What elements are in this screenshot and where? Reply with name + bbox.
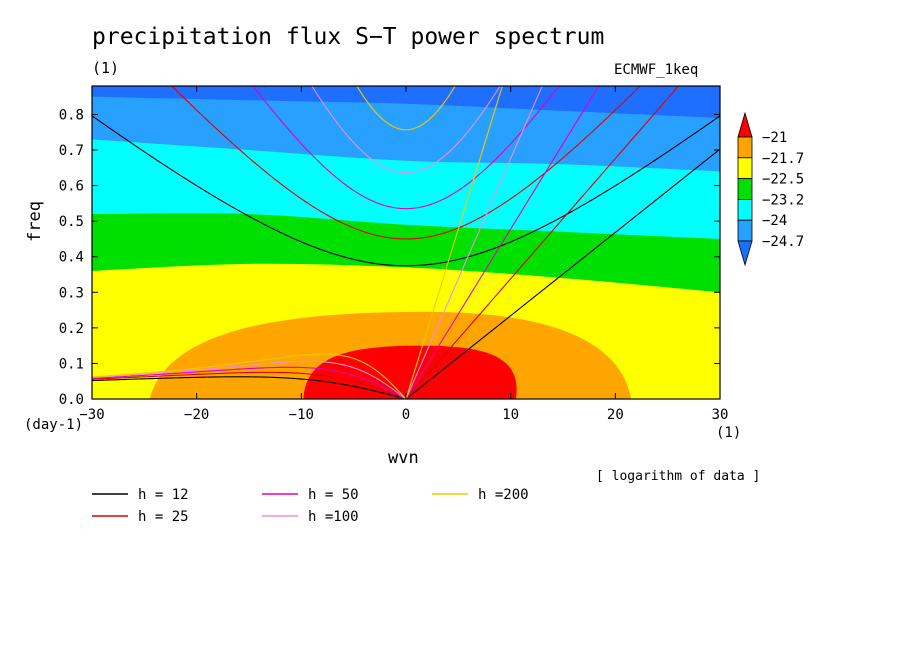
filled-contours [92, 86, 720, 399]
inertia-gravity-curve-h50 [252, 86, 560, 210]
colorbar-label: −23.2 [762, 192, 804, 208]
colorbar-label: −24 [762, 213, 787, 229]
legend-label: h = 12 [138, 487, 189, 503]
colorbar-min-arrow [737, 240, 753, 267]
dataset-label: ECMWF_1keq [614, 62, 699, 78]
x-tick-label: 20 [607, 407, 624, 423]
colorbar-swatch [737, 136, 753, 159]
inertia-gravity-curve-h100 [311, 86, 501, 174]
colorbar-label: −21.7 [762, 151, 804, 167]
x-axis-unit: (1) [716, 425, 742, 441]
y-axis-unit: (day-1) [24, 417, 84, 433]
y-tick-label: 0.1 [59, 356, 84, 372]
rossby-curve-h100 [92, 360, 407, 399]
x-tick-label: −10 [289, 407, 314, 423]
rossby-curve-h12 [92, 376, 407, 399]
x-tick-label: 0 [402, 407, 410, 423]
kelvin-curve-h25 [405, 86, 680, 399]
kelvin-curve-h12 [405, 148, 720, 399]
legend-label: h = 50 [308, 487, 359, 503]
colorbar-label: −21 [762, 130, 787, 146]
legend-label: h =100 [308, 509, 359, 525]
chart-subtitle: (1) [92, 59, 120, 77]
chart-title: precipitation flux S−T power spectrum [92, 24, 605, 50]
kelvin-curve-h100 [405, 86, 543, 399]
inertia-gravity-curve-h200 [356, 86, 456, 131]
colorbar-swatch [737, 178, 753, 200]
y-tick-label: 0.8 [59, 107, 84, 123]
x-tick-label: −30 [79, 407, 104, 423]
colorbar-label: −24.7 [762, 234, 804, 250]
x-tick-label: 10 [502, 407, 519, 423]
rossby-curve-h50 [92, 366, 407, 399]
y-tick-label: 0.0 [59, 392, 84, 408]
y-tick-label: 0.6 [59, 179, 84, 195]
y-tick-label: 0.3 [59, 285, 84, 301]
x-tick-label: −20 [184, 407, 209, 423]
colorbar-swatch [737, 198, 753, 221]
band--21 [303, 345, 517, 399]
inertia-gravity-curve-h25 [171, 86, 641, 240]
y-tick-label: 0.2 [59, 321, 84, 337]
legend-label: h =200 [478, 487, 529, 503]
kelvin-curve-h50 [405, 86, 600, 399]
legend-label: h = 25 [138, 509, 189, 525]
colorbar-max-arrow [737, 111, 753, 138]
y-tick-label: 0.4 [59, 250, 84, 266]
y-axis: 0.0 0.1 0.2 0.3 0.4 0.5 0.6 0.7 0.8 [59, 107, 720, 408]
y-tick-label: 0.7 [59, 143, 84, 159]
y-tick-label: 0.5 [59, 214, 84, 230]
colorbar-label: −22.5 [762, 172, 804, 188]
rossby-curve-h25 [92, 371, 407, 399]
x-axis: −30 −20 −10 0 10 20 30 [79, 86, 728, 423]
rossby-curve-h200 [92, 353, 407, 399]
log-note: [ logarithm of data ] [596, 469, 761, 484]
dispersion-curves [92, 86, 720, 399]
colorbar: −21 −21.7 −22.5 −23.2 −24 −24.7 [737, 111, 804, 267]
colorbar-swatch [737, 157, 753, 180]
colorbar-swatch [737, 219, 753, 242]
kelvin-curve-h200 [405, 86, 503, 399]
legend: h = 12 h = 25 h = 50 h =100 h =200 [92, 487, 529, 525]
inertia-gravity-curve-h12 [92, 115, 720, 267]
x-tick-label: 30 [712, 407, 729, 423]
x-axis-label: wvn [388, 448, 419, 468]
